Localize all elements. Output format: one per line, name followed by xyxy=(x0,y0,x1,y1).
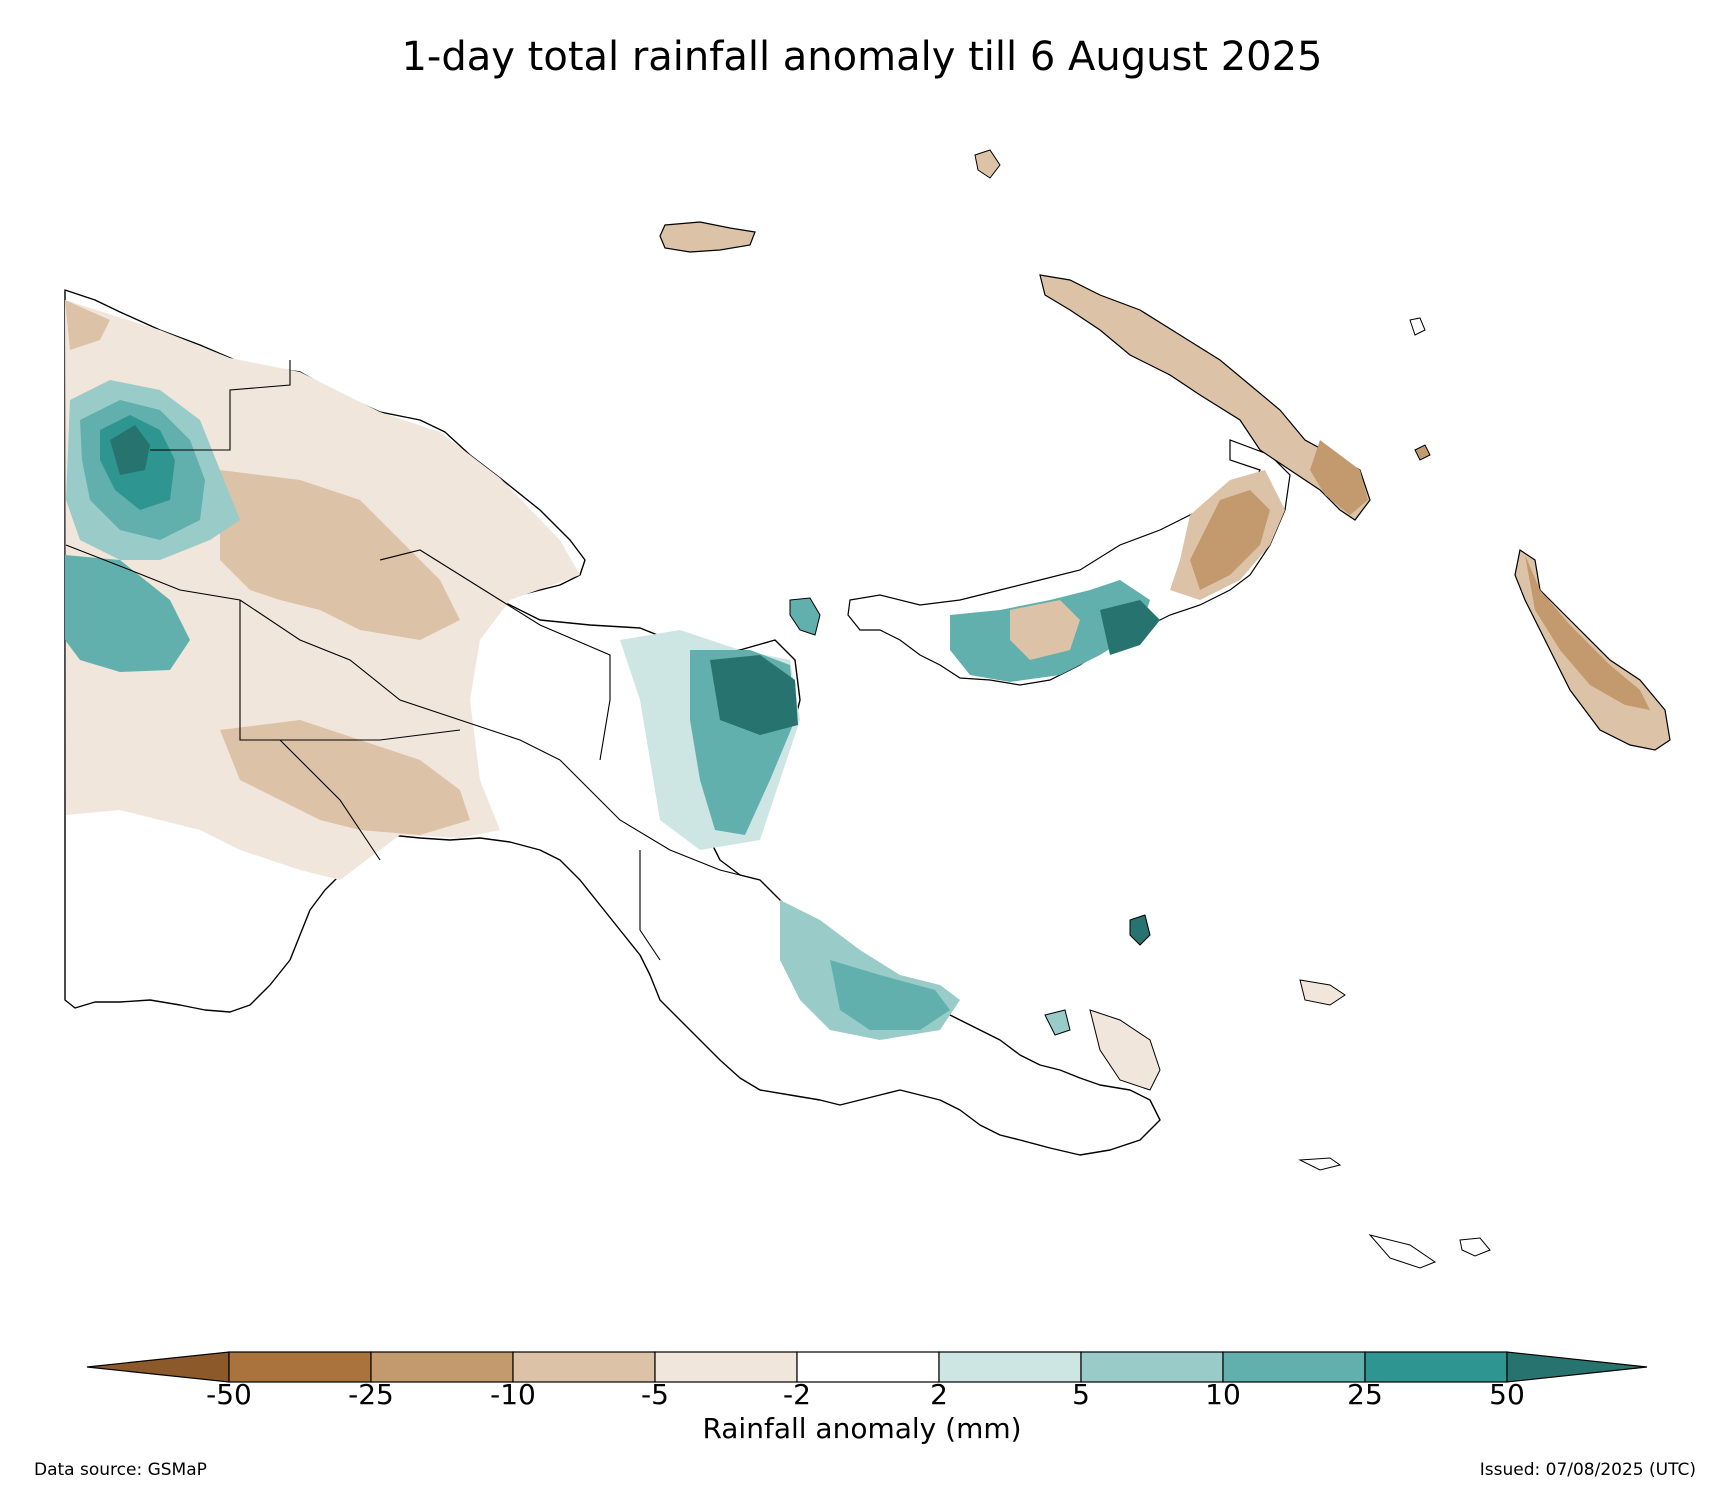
boundary-north xyxy=(150,360,291,451)
bougainville xyxy=(1514,549,1671,751)
map-title: 1-day total rainfall anomaly till 6 Augu… xyxy=(401,34,1323,80)
island-normanby xyxy=(1044,1009,1071,1036)
boundary-gulf xyxy=(279,739,381,861)
boundary-central xyxy=(239,600,461,741)
colorbar-tick: 2 xyxy=(930,1378,948,1411)
shade-wet-sw xyxy=(65,555,190,672)
shade-wet-east-strong xyxy=(830,960,950,1030)
colorbar-extend-high xyxy=(1506,1351,1648,1383)
colorbar-tick: -10 xyxy=(490,1378,536,1411)
colorbar-tick: 25 xyxy=(1347,1378,1383,1411)
colorbar-tick: -5 xyxy=(641,1378,669,1411)
island-small-1 xyxy=(1409,317,1426,336)
island-small-2 xyxy=(1414,444,1431,461)
colorbar-bin xyxy=(938,1351,1082,1383)
small-islands xyxy=(789,149,1491,1269)
colorbar-tick: -2 xyxy=(783,1378,811,1411)
island-trobriand xyxy=(1129,914,1151,946)
boundary-morobe xyxy=(559,759,761,881)
manus-outline xyxy=(659,221,756,253)
new-ireland xyxy=(1039,274,1371,521)
new-ireland-dry-strong xyxy=(1310,440,1368,515)
colorbar-bin xyxy=(1364,1351,1508,1383)
colorbar-tick: -50 xyxy=(206,1378,252,1411)
colorbar xyxy=(86,1351,1648,1383)
shade-wet-core-north xyxy=(710,655,798,735)
island-karkar xyxy=(789,597,821,636)
boundary-west xyxy=(65,544,561,761)
new-britain-dry-center xyxy=(1010,600,1080,660)
anomaly-shading xyxy=(65,300,960,1040)
boundary-highlands xyxy=(379,549,611,761)
island-misima xyxy=(1298,1157,1342,1171)
bougainville-dry-strong xyxy=(1525,555,1650,710)
boundary-east xyxy=(639,850,661,961)
island-woodlark xyxy=(1299,979,1346,1006)
colorbar-bin xyxy=(1222,1351,1366,1383)
colorbar-tick: 10 xyxy=(1205,1378,1241,1411)
shade-dry-moderate-nw xyxy=(65,300,110,350)
shade-wet-core-west xyxy=(110,425,150,475)
colorbar-tick: 50 xyxy=(1489,1378,1525,1411)
colorbar-bin xyxy=(370,1351,514,1383)
colorbar-bin xyxy=(654,1351,798,1383)
new-britain xyxy=(847,439,1291,686)
island-fergusson xyxy=(1089,1009,1161,1091)
colorbar-label: Rainfall anomaly (mm) xyxy=(702,1412,1022,1445)
colorbar-bin xyxy=(796,1351,940,1383)
new-ireland-outline xyxy=(1039,274,1371,521)
colorbar-bin xyxy=(512,1351,656,1383)
new-britain-wet-core xyxy=(1100,600,1160,655)
colorbar-tick: 5 xyxy=(1072,1378,1090,1411)
manus-island xyxy=(659,221,756,253)
island-bismarck xyxy=(974,149,1001,179)
province-boundaries xyxy=(65,360,761,961)
colorbar-tick: -25 xyxy=(348,1378,394,1411)
new-britain-dry-strong xyxy=(1190,490,1270,590)
shade-dry-moderate-south xyxy=(220,720,470,835)
shade-dry-moderate-central xyxy=(220,470,460,640)
colorbar-bin xyxy=(1080,1351,1224,1383)
data-source-note: Data source: GSMaP xyxy=(34,1460,207,1480)
issued-date: Issued: 07/08/2025 (UTC) xyxy=(1479,1460,1696,1480)
island-sudest xyxy=(1368,1234,1437,1269)
island-rossel xyxy=(1459,1237,1491,1257)
